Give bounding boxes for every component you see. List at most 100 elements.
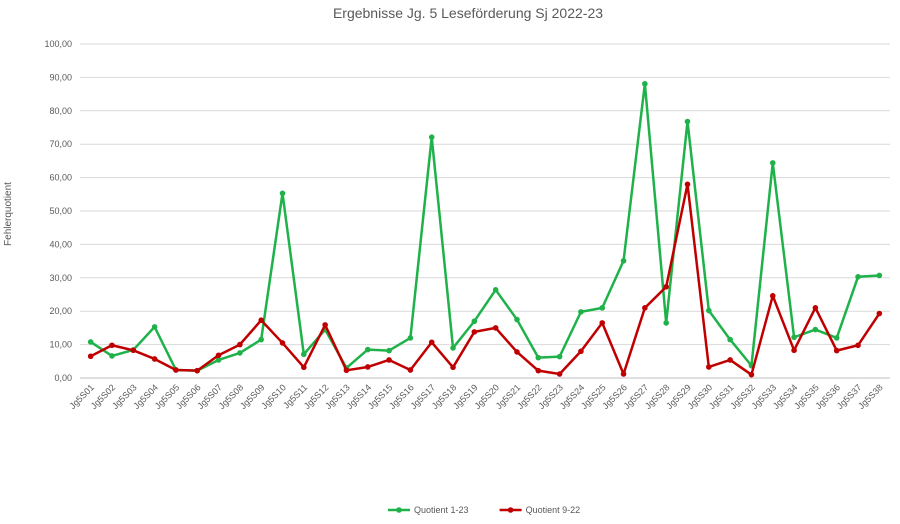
- data-point: [599, 320, 606, 326]
- legend-label: Quotient 9-22: [526, 505, 581, 515]
- legend-swatch-marker: [396, 507, 402, 513]
- data-point: [450, 345, 456, 351]
- data-point: [471, 329, 478, 335]
- series-1: [87, 80, 883, 374]
- data-point: [748, 371, 755, 378]
- data-point: [109, 353, 115, 359]
- data-point: [258, 317, 264, 324]
- y-axis-ticks: 0,00 10,00 20,00 30,00 40,00 50,00 60,00 70,00 8…: [44, 39, 72, 383]
- y-tick-label: 30,00: [49, 273, 72, 283]
- data-point: [620, 371, 627, 377]
- data-point: [769, 160, 776, 166]
- y-tick-label: 60,00: [49, 173, 72, 183]
- y-tick-label: 40,00: [49, 239, 72, 249]
- data-point: [279, 190, 286, 197]
- legend: Quotient 1-23 Quotient 9-22: [388, 505, 580, 515]
- data-point: [599, 305, 606, 311]
- data-point: [215, 357, 222, 363]
- data-point: [791, 334, 797, 341]
- data-point: [663, 284, 669, 290]
- data-point: [386, 357, 392, 363]
- data-point: [87, 353, 94, 360]
- data-point: [386, 347, 392, 354]
- data-point: [706, 307, 712, 314]
- data-point: [173, 367, 179, 373]
- data-point: [514, 349, 520, 355]
- data-point: [364, 364, 371, 370]
- y-tick-label: 70,00: [49, 139, 72, 149]
- data-point: [87, 339, 94, 345]
- data-point: [215, 352, 222, 359]
- data-point: [556, 371, 563, 377]
- y-tick-label: 10,00: [49, 340, 72, 350]
- data-point: [769, 293, 776, 299]
- data-point: [578, 348, 584, 355]
- data-point: [876, 310, 883, 317]
- y-tick-label: 100,00: [44, 39, 72, 49]
- data-point: [109, 342, 115, 349]
- data-point: [684, 181, 691, 188]
- data-point: [642, 80, 648, 87]
- data-point: [642, 305, 648, 311]
- legend-swatch-marker: [507, 507, 514, 513]
- data-point: [301, 351, 307, 358]
- y-tick-label: 90,00: [49, 72, 72, 82]
- data-point: [364, 346, 371, 353]
- data-point: [343, 367, 350, 374]
- data-point: [791, 347, 797, 354]
- data-point: [151, 324, 158, 330]
- data-point: [620, 257, 627, 264]
- data-point: [855, 273, 861, 280]
- data-point: [407, 335, 414, 341]
- data-point: [130, 347, 137, 354]
- data-point: [535, 354, 542, 361]
- data-point: [833, 335, 840, 341]
- data-point: [237, 341, 243, 348]
- data-point: [471, 318, 478, 325]
- legend-label: Quotient 1-23: [414, 505, 469, 515]
- data-point: [855, 342, 861, 349]
- series-2: [87, 181, 883, 378]
- data-point: [492, 325, 499, 331]
- data-point: [301, 364, 307, 371]
- legend-item: Quotient 9-22: [499, 505, 581, 515]
- data-point: [556, 353, 563, 360]
- y-tick-label: 50,00: [49, 206, 72, 216]
- y-axis-label: Fehlerquotient: [3, 182, 14, 246]
- data-point: [812, 305, 819, 311]
- data-point: [407, 367, 414, 373]
- data-point: [194, 367, 201, 374]
- data-point: [706, 364, 712, 370]
- data-point: [684, 118, 691, 125]
- x-axis-ticks: Jg5S01Jg5S02Jg5S03Jg5S04Jg5S05Jg5S06Jg5S…: [67, 382, 884, 411]
- data-point: [450, 364, 456, 371]
- data-point: [812, 326, 819, 333]
- data-point: [428, 134, 435, 140]
- data-point: [535, 367, 542, 374]
- data-point: [237, 350, 243, 356]
- series-line: [89, 82, 880, 372]
- series-line: [90, 183, 881, 376]
- data-point: [727, 336, 733, 343]
- data-point: [727, 357, 733, 363]
- data-point: [663, 320, 669, 326]
- chart-title: Ergebnisse Jg. 5 Leseförderung Sj 2022-2…: [333, 5, 603, 21]
- data-point: [514, 316, 520, 323]
- data-point: [833, 347, 840, 354]
- data-point: [492, 287, 499, 293]
- data-point: [578, 309, 584, 315]
- series-layer: [87, 80, 883, 378]
- y-tick-label: 80,00: [49, 106, 72, 116]
- data-point: [428, 339, 435, 346]
- data-point: [279, 340, 286, 346]
- data-point: [258, 336, 264, 343]
- y-tick-label: 20,00: [49, 306, 72, 316]
- data-point: [876, 272, 883, 279]
- data-point: [322, 322, 328, 328]
- gridlines: [80, 43, 890, 379]
- y-tick-label: 0,00: [54, 373, 72, 383]
- data-point: [151, 356, 158, 362]
- legend-item: Quotient 1-23: [388, 505, 469, 515]
